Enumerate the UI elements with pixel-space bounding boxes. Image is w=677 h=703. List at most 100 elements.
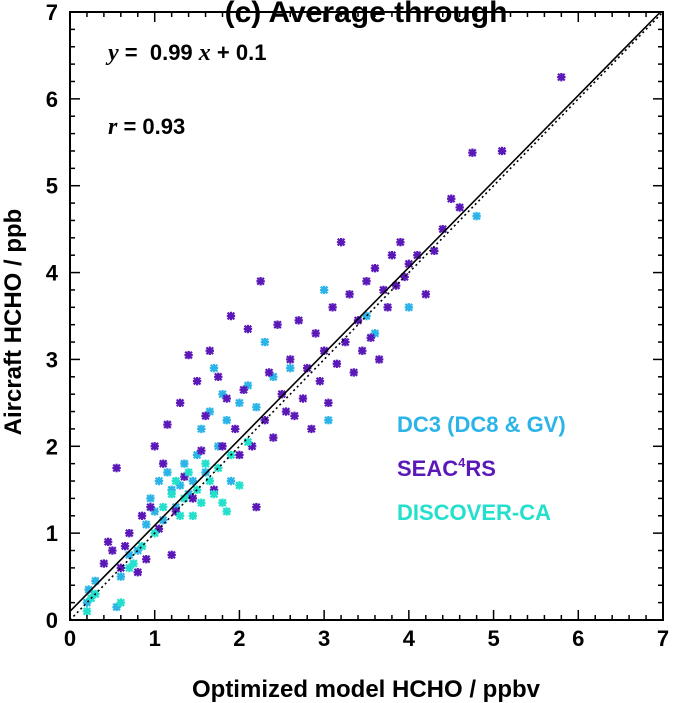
points-layer — [82, 72, 566, 616]
data-point-series-1 — [438, 224, 447, 234]
data-point-series-2 — [167, 489, 176, 499]
data-point-series-0 — [125, 550, 134, 560]
data-point-series-1 — [468, 148, 477, 157]
data-point-series-2 — [137, 541, 147, 551]
x-tick-label: 5 — [487, 626, 499, 651]
data-point-series-1 — [222, 394, 231, 403]
data-point-series-1 — [273, 320, 282, 329]
data-point-series-1 — [163, 420, 172, 429]
data-point-series-1 — [154, 524, 164, 533]
x-tick-label: 7 — [657, 626, 669, 651]
correlation-r-var: r — [108, 114, 118, 140]
data-point-series-1 — [391, 281, 401, 290]
y-tick-label: 4 — [46, 261, 59, 286]
data-point-series-2 — [184, 468, 193, 477]
legend-seac4rs-sup: 4 — [458, 455, 466, 470]
data-point-series-1 — [192, 376, 202, 386]
data-point-series-1 — [557, 72, 566, 82]
data-point-series-0 — [201, 468, 210, 477]
data-point-series-0 — [209, 363, 219, 373]
data-point-series-0 — [116, 572, 126, 581]
data-point-series-1 — [112, 463, 121, 473]
x-tick-label: 4 — [403, 626, 416, 651]
data-point-series-1 — [226, 311, 236, 321]
x-tick-label: 0 — [64, 626, 76, 651]
data-point-series-2 — [205, 476, 214, 486]
data-point-series-1 — [366, 333, 375, 342]
data-point-series-1 — [379, 285, 388, 295]
data-point-series-1 — [269, 433, 278, 442]
data-point-series-1 — [404, 259, 414, 269]
data-point-series-1 — [209, 485, 219, 494]
data-point-series-0 — [269, 372, 278, 381]
data-point-series-0 — [197, 424, 206, 434]
data-point-series-1 — [413, 251, 422, 260]
data-point-series-1 — [400, 272, 409, 282]
data-point-series-2 — [180, 494, 189, 503]
data-point-series-1 — [324, 398, 333, 408]
data-point-series-2 — [188, 511, 198, 520]
plot-frame — [69, 11, 664, 621]
data-point-series-1 — [158, 459, 168, 468]
data-point-series-1 — [256, 277, 265, 286]
data-point-series-2 — [214, 463, 223, 473]
data-point-series-1 — [430, 246, 439, 256]
data-point-series-1 — [205, 346, 214, 355]
data-point-series-1 — [243, 324, 253, 334]
data-point-series-1 — [315, 376, 325, 386]
data-point-series-2 — [129, 559, 138, 568]
data-point-series-0 — [146, 494, 155, 503]
data-point-series-0 — [260, 337, 270, 347]
data-point-series-0 — [243, 381, 253, 390]
data-point-series-2 — [175, 511, 185, 520]
data-point-series-1 — [230, 424, 240, 434]
data-point-series-2 — [218, 498, 227, 507]
correlation-rest: = 0.93 — [117, 114, 185, 139]
data-point-series-2 — [243, 437, 253, 447]
data-point-series-1 — [150, 442, 159, 451]
data-point-series-0 — [91, 576, 100, 586]
legend-dc3: DC3 (DC8 & GV) — [397, 412, 566, 437]
data-point-series-1 — [362, 277, 371, 286]
data-point-series-2 — [116, 598, 126, 607]
y-axis-title: Aircraft HCHO / ppb — [0, 209, 27, 436]
y-tick-label: 3 — [46, 347, 58, 372]
legend-seac4rs: SEAC4RS — [397, 455, 496, 481]
data-point-series-1 — [175, 398, 185, 408]
data-point-series-0 — [472, 211, 481, 221]
data-point-series-1 — [349, 368, 358, 377]
data-point-series-2 — [235, 481, 244, 490]
data-point-series-0 — [324, 416, 333, 425]
data-point-series-0 — [82, 598, 92, 607]
data-point-series-2 — [82, 607, 92, 616]
data-point-series-1 — [298, 394, 308, 403]
identity-line — [69, 11, 664, 621]
data-point-series-0 — [188, 476, 198, 486]
data-point-series-1 — [421, 290, 430, 299]
regression-eq: = 0.99 — [119, 40, 199, 65]
data-point-series-0 — [133, 546, 142, 555]
legend-seac4rs-part1: SEAC — [397, 456, 458, 481]
data-point-series-1 — [116, 563, 126, 573]
data-point-series-1 — [286, 355, 295, 364]
data-point-series-2 — [197, 498, 206, 507]
regression-annotation: y = 0.99 x + 0.1 — [105, 40, 266, 66]
data-point-series-1 — [387, 251, 397, 260]
data-point-series-1 — [167, 550, 176, 560]
legend-discover-ca: DISCOVER-CA — [397, 500, 551, 525]
data-point-series-1 — [214, 372, 223, 381]
data-point-series-2 — [222, 507, 231, 516]
data-point-series-1 — [103, 537, 113, 547]
svg-text:y = 0.99 x + 0.1: y = 0.99 x + 0.1 — [105, 40, 266, 66]
data-point-series-1 — [319, 346, 329, 355]
data-point-series-1 — [497, 146, 507, 156]
data-point-series-0 — [192, 450, 202, 460]
data-point-series-0 — [84, 585, 93, 594]
data-point-series-0 — [154, 476, 164, 486]
x-tick-label: 6 — [572, 626, 584, 651]
data-point-series-1 — [133, 568, 142, 577]
data-point-series-0 — [163, 468, 172, 477]
data-point-series-0 — [252, 403, 261, 412]
x-tick-label: 1 — [149, 626, 161, 651]
